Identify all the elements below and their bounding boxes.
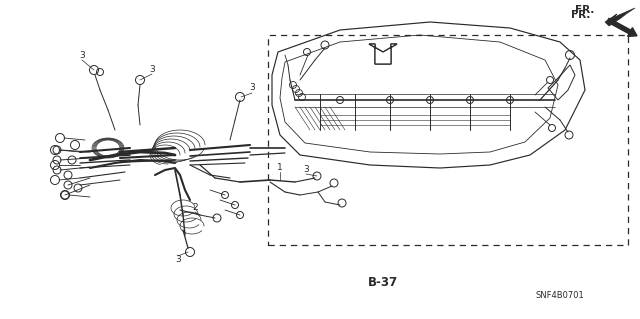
Text: 1: 1: [277, 164, 283, 173]
Text: 3: 3: [149, 65, 155, 75]
Text: 2: 2: [192, 204, 198, 212]
Text: 3: 3: [79, 50, 85, 60]
Polygon shape: [369, 44, 397, 64]
Text: 3: 3: [175, 256, 181, 264]
Text: FR.: FR.: [575, 5, 594, 15]
Text: 3: 3: [303, 166, 309, 174]
Text: 3: 3: [249, 84, 255, 93]
FancyArrow shape: [607, 18, 637, 36]
Polygon shape: [605, 8, 635, 26]
Text: SNF4B0701: SNF4B0701: [536, 291, 584, 300]
Text: FR.: FR.: [571, 10, 590, 20]
Polygon shape: [369, 44, 397, 64]
Text: B-37: B-37: [368, 276, 398, 289]
Bar: [268, 35, 628, 245]
